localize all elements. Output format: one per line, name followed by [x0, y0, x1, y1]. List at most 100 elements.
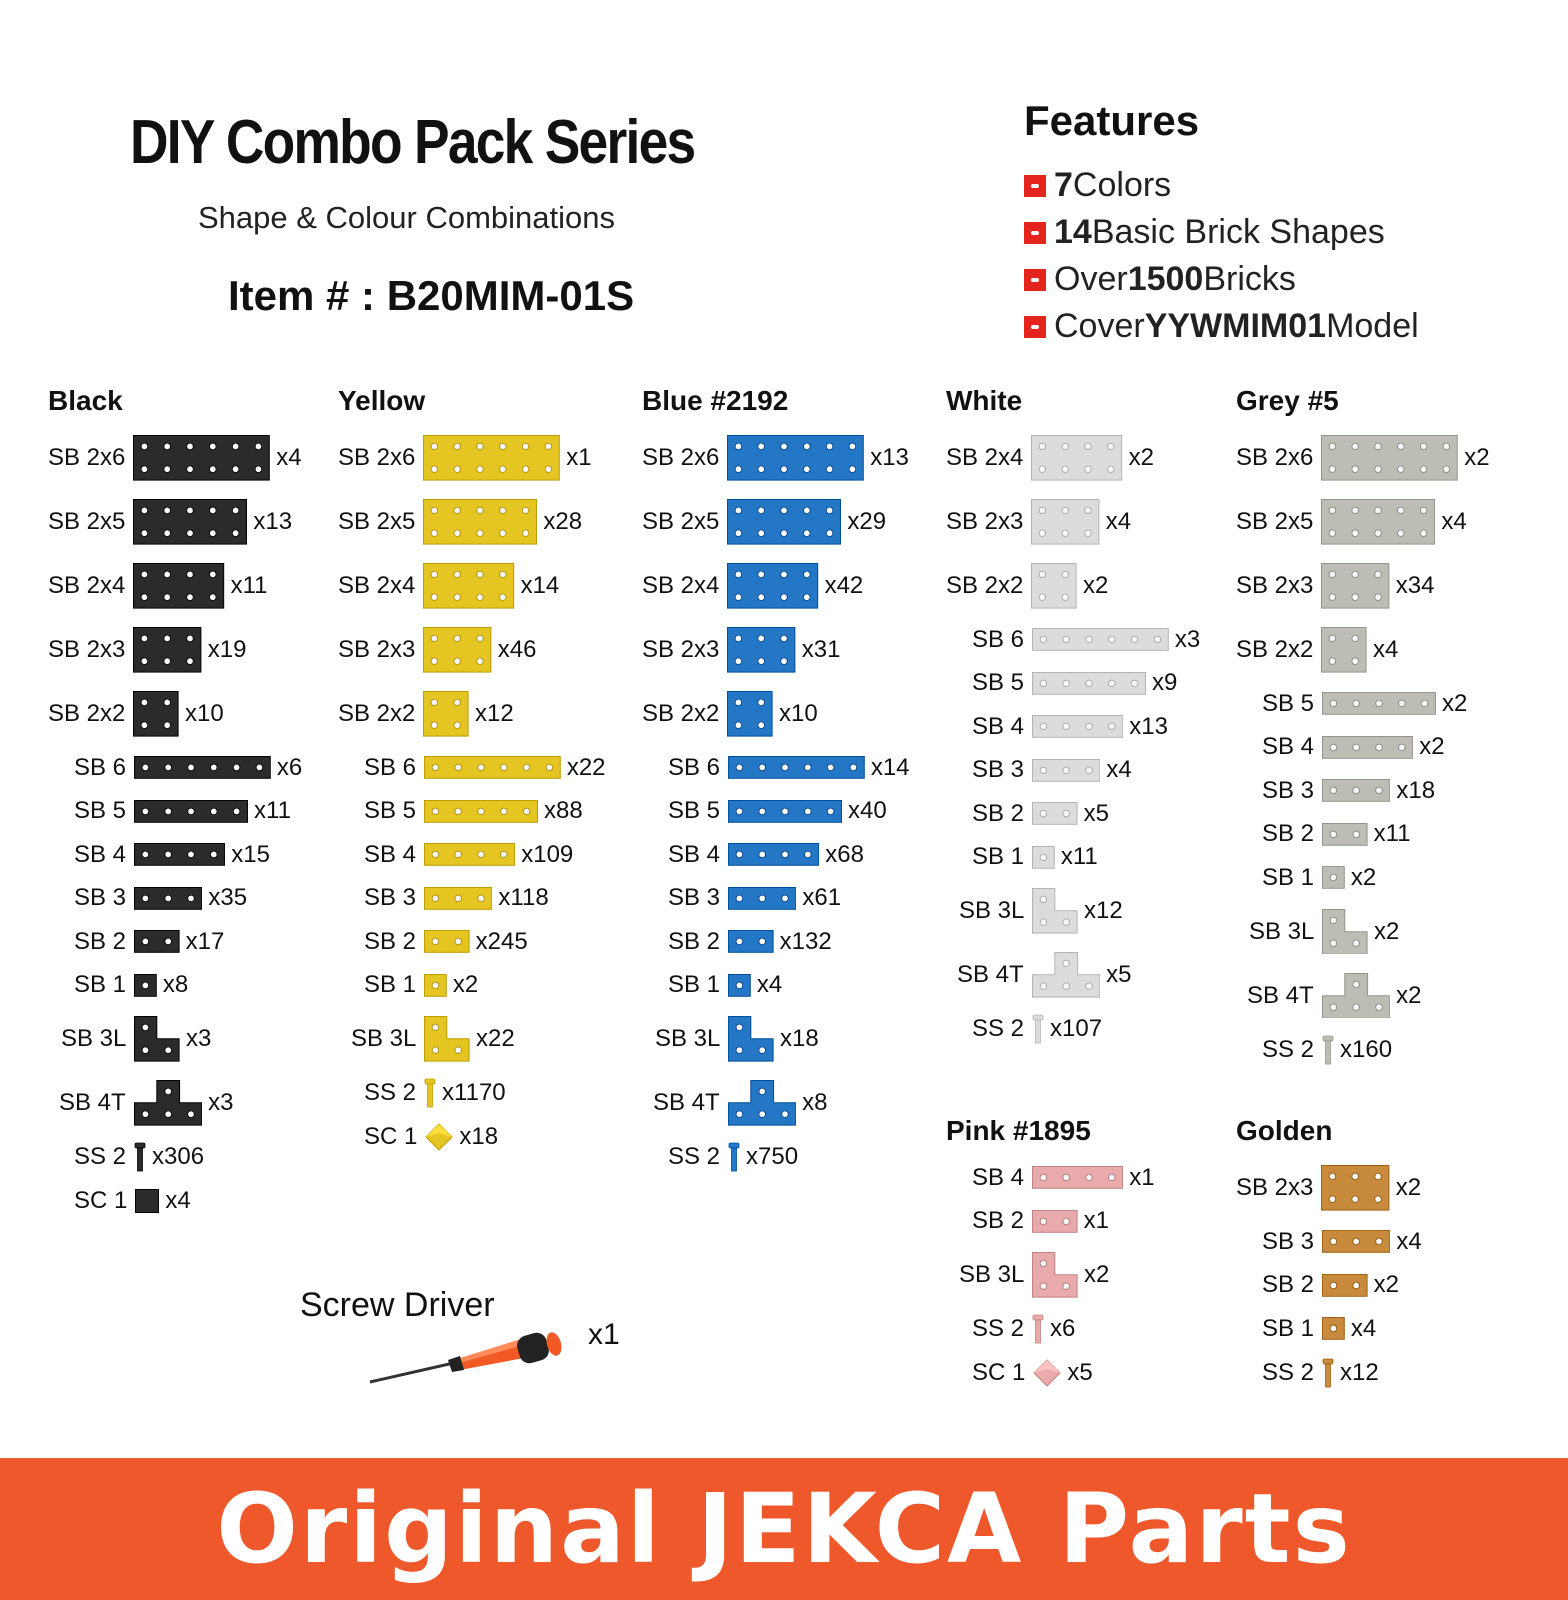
part-qty: x4: [165, 1187, 191, 1214]
feature-item: 7 Colors: [1024, 162, 1419, 209]
part-label: SB 2x3: [1236, 572, 1314, 599]
part-label: SB 2x2: [338, 700, 416, 727]
part-row: SB 2x4 x42: [642, 554, 910, 618]
strip-brick-icon: [424, 930, 470, 954]
parts-list: SB 2x6 x2 SB 2x5 x4 SB 2x3 x34 SB 2x2 x4 SB 5 x2 S…: [1236, 426, 1490, 1072]
part-row: SB 2x2 x10: [642, 682, 910, 746]
part-row: SS 2 x6: [946, 1307, 1155, 1351]
part-qty: x4: [1396, 1227, 1422, 1255]
plate-brick-icon: [727, 627, 796, 673]
item-number: Item # : B20MIM-01S: [228, 272, 635, 319]
part-row: SB 4 x68: [642, 833, 910, 877]
part-label: SS 2: [972, 1015, 1025, 1042]
part-label: SB 2: [74, 927, 127, 955]
part-label: SB 4: [972, 712, 1025, 740]
part-label: SB 3L: [1249, 917, 1315, 945]
strip-brick-icon: [424, 843, 516, 867]
part-qty: x18: [779, 1025, 819, 1052]
strip-brick-icon: [134, 843, 226, 867]
part-qty: x88: [544, 797, 583, 825]
part-row: SB 6 x14: [642, 746, 910, 790]
part-qty: x31: [801, 636, 841, 663]
part-row: SB 2x2 x2: [946, 554, 1200, 618]
part-row: SB 4 x1: [946, 1156, 1155, 1200]
part-label: SB 2x6: [338, 444, 416, 471]
part-row: SB 2x5 x13: [48, 490, 302, 554]
part-qty: x1: [1129, 1163, 1155, 1191]
strip-brick-icon: [1032, 628, 1169, 652]
part-row: SS 2 x306: [48, 1135, 302, 1179]
plate-brick-icon: [133, 627, 202, 673]
strip-brick-icon: [1032, 1209, 1078, 1233]
screw-icon: [1032, 1314, 1044, 1344]
l-brick-icon: [1032, 888, 1078, 934]
plate-brick-icon: [727, 435, 865, 481]
strip-brick-icon: [1322, 866, 1345, 890]
l-brick-icon: [1322, 908, 1368, 955]
part-row: SB 1 x2: [338, 964, 606, 1008]
plate-brick-icon: [423, 435, 561, 481]
connector-icon: [425, 1123, 454, 1151]
strip-brick-icon: [134, 930, 180, 954]
part-qty: x10: [778, 700, 818, 727]
part-qty: x40: [848, 797, 887, 825]
part-qty: x2: [1419, 733, 1445, 761]
part-row: SB 2x3 x46: [338, 618, 606, 682]
screw-icon: [1322, 1358, 1334, 1388]
plate-brick-icon: [1321, 499, 1436, 545]
parts-list: SB 4 x1 SB 2 x1 SB 3L x2 SS 2 x6 SC 1 x5: [946, 1156, 1155, 1395]
color-heading: Golden: [1236, 1115, 1333, 1146]
part-row: SB 3 x118: [338, 877, 606, 921]
part-qty: x18: [1396, 776, 1436, 804]
part-label: SB 1: [1262, 863, 1315, 891]
part-row: SB 2x6 x4: [48, 426, 302, 490]
part-qty: x4: [276, 444, 302, 471]
part-label: SB 2x4: [946, 444, 1024, 471]
part-qty: x4: [1105, 508, 1132, 535]
color-column-blue: Blue #2192 SB 2x6 x13 SB 2x5 x29 SB 2x4 x42 SB…: [642, 380, 910, 1179]
part-qty: x2: [1083, 1261, 1110, 1288]
part-label: SC 1: [972, 1359, 1026, 1386]
part-label: SB 2x3: [48, 636, 126, 663]
strip-brick-icon: [1032, 802, 1078, 826]
part-qty: x28: [543, 508, 583, 535]
part-row: SB 2 x132: [642, 920, 910, 964]
part-row: SB 4T x8: [642, 1071, 910, 1135]
part-label: SB 4T: [653, 1089, 720, 1116]
part-label: SB 2x5: [338, 508, 416, 535]
color-heading: Pink #1895: [946, 1115, 1091, 1146]
part-qty: x14: [870, 753, 910, 781]
color-heading: Black: [48, 385, 123, 416]
t-brick-icon: [133, 1080, 203, 1126]
part-label: SB 6: [668, 753, 721, 781]
part-row: SB 3L x3: [48, 1007, 302, 1071]
part-label: SS 2: [972, 1315, 1025, 1342]
part-row: SB 2 x5: [946, 792, 1200, 836]
bullet-icon: [1024, 315, 1046, 338]
part-qty: x2: [1082, 572, 1109, 599]
part-label: SB 4T: [59, 1089, 126, 1116]
feature-bold: YYWMIM01: [1144, 307, 1327, 345]
part-label: SB 3L: [959, 897, 1025, 924]
part-qty: x18: [459, 1123, 499, 1150]
part-label: SB 4T: [957, 961, 1024, 988]
part-qty: x5: [1106, 961, 1132, 988]
part-label: SB 2x6: [1236, 444, 1314, 471]
part-qty: x306: [152, 1143, 205, 1170]
part-label: SB 3: [1262, 776, 1315, 804]
part-label: SS 2: [668, 1143, 721, 1170]
feature-text: Model: [1326, 307, 1419, 345]
part-row: SB 3L x2: [1236, 900, 1490, 964]
part-qty: x8: [162, 971, 189, 999]
part-row: SB 4T x5: [946, 943, 1200, 1007]
strip-brick-icon: [1322, 822, 1368, 846]
strip-brick-icon: [424, 799, 539, 823]
part-qty: x17: [185, 927, 225, 955]
part-label: SB 2: [1262, 1271, 1315, 1299]
part-qty: x68: [825, 840, 864, 868]
part-qty: x13: [1129, 712, 1168, 740]
part-qty: x750: [746, 1143, 799, 1170]
strip-brick-icon: [1322, 1317, 1345, 1341]
plate-brick-icon: [1031, 563, 1077, 609]
